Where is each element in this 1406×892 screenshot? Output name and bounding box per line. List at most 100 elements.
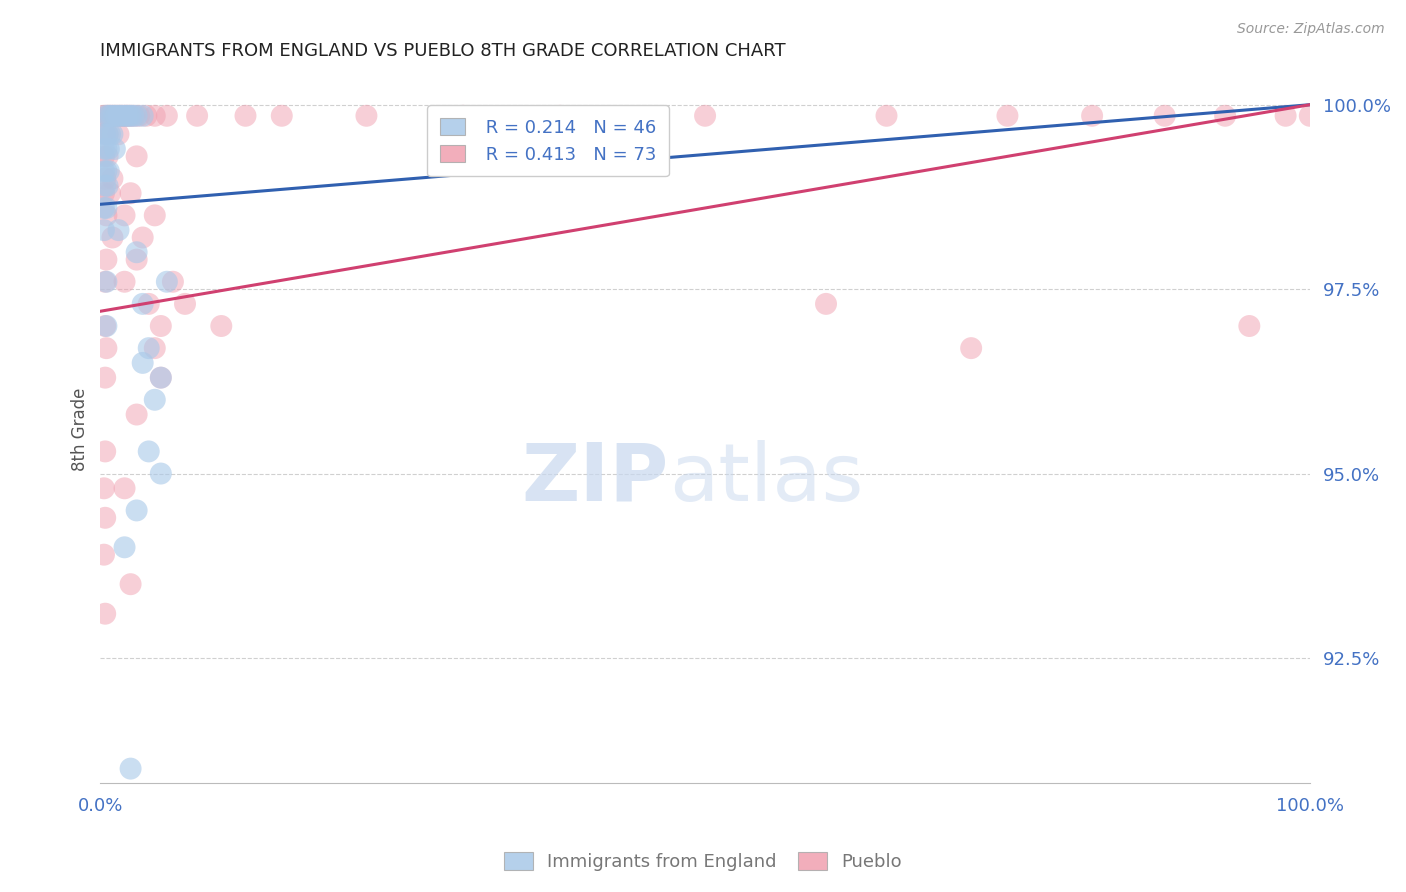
Point	[101, 127, 124, 141]
Point	[120, 109, 142, 123]
Point	[98, 127, 121, 141]
Point	[94, 510, 117, 524]
Point	[97, 178, 120, 193]
Point	[122, 109, 145, 123]
Point	[110, 109, 132, 123]
Point	[114, 109, 136, 123]
Point	[131, 230, 153, 244]
Point	[103, 109, 125, 123]
Point	[94, 127, 117, 141]
Point	[94, 607, 117, 621]
Point	[209, 318, 232, 333]
Legend: Immigrants from England, Pueblo: Immigrants from England, Pueblo	[496, 846, 910, 879]
Point	[1213, 109, 1236, 123]
Point	[93, 149, 115, 163]
Point	[114, 481, 136, 495]
Point	[105, 109, 128, 123]
Point	[114, 275, 136, 289]
Point	[114, 541, 136, 555]
Point	[103, 109, 125, 123]
Point	[128, 109, 150, 123]
Point	[149, 318, 172, 333]
Point	[122, 109, 145, 123]
Point	[120, 186, 142, 201]
Text: ZIP: ZIP	[522, 440, 669, 518]
Point	[93, 164, 115, 178]
Point	[107, 223, 129, 237]
Legend:  R = 0.214   N = 46,  R = 0.413   N = 73: R = 0.214 N = 46, R = 0.413 N = 73	[427, 105, 668, 177]
Point	[100, 109, 122, 123]
Point	[997, 109, 1019, 123]
Text: Source: ZipAtlas.com: Source: ZipAtlas.com	[1237, 22, 1385, 37]
Point	[94, 178, 117, 193]
Point	[114, 208, 136, 222]
Point	[93, 186, 115, 201]
Point	[125, 245, 148, 260]
Point	[96, 201, 118, 215]
Point	[1274, 109, 1296, 123]
Point	[120, 109, 142, 123]
Point	[110, 109, 132, 123]
Point	[93, 223, 115, 237]
Point	[143, 208, 166, 222]
Point	[186, 109, 208, 123]
Point	[96, 275, 118, 289]
Point	[98, 186, 121, 201]
Point	[117, 109, 139, 123]
Point	[97, 127, 120, 141]
Point	[1153, 109, 1175, 123]
Point	[1239, 318, 1261, 333]
Point	[96, 252, 118, 267]
Point	[235, 109, 257, 123]
Point	[960, 341, 983, 355]
Point	[94, 127, 117, 141]
Point	[94, 318, 117, 333]
Point	[94, 370, 117, 384]
Point	[93, 142, 115, 156]
Point	[125, 109, 148, 123]
Point	[101, 230, 124, 244]
Point	[97, 127, 120, 141]
Point	[138, 341, 160, 355]
Point	[356, 109, 378, 123]
Point	[107, 109, 129, 123]
Point	[1299, 109, 1322, 123]
Point	[100, 109, 122, 123]
Point	[125, 149, 148, 163]
Y-axis label: 8th Grade: 8th Grade	[72, 388, 89, 471]
Point	[97, 109, 120, 123]
Point	[93, 548, 115, 562]
Point	[94, 275, 117, 289]
Text: IMMIGRANTS FROM ENGLAND VS PUEBLO 8TH GRADE CORRELATION CHART: IMMIGRANTS FROM ENGLAND VS PUEBLO 8TH GR…	[100, 42, 786, 60]
Point	[96, 341, 118, 355]
Text: atlas: atlas	[669, 440, 863, 518]
Point	[93, 481, 115, 495]
Point	[93, 109, 115, 123]
Point	[97, 109, 120, 123]
Point	[112, 109, 135, 123]
Point	[96, 208, 118, 222]
Point	[693, 109, 716, 123]
Point	[117, 109, 139, 123]
Point	[131, 109, 153, 123]
Point	[143, 392, 166, 407]
Point	[149, 467, 172, 481]
Point	[97, 149, 120, 163]
Point	[96, 109, 118, 123]
Point	[174, 297, 197, 311]
Point	[135, 109, 157, 123]
Point	[162, 275, 184, 289]
Point	[138, 297, 160, 311]
Point	[114, 109, 136, 123]
Point	[94, 444, 117, 458]
Point	[814, 297, 837, 311]
Point	[131, 356, 153, 370]
Point	[125, 503, 148, 517]
Point	[97, 164, 120, 178]
Point	[156, 275, 179, 289]
Point	[270, 109, 292, 123]
Point	[94, 171, 117, 186]
Point	[451, 109, 474, 123]
Point	[96, 318, 118, 333]
Point	[143, 109, 166, 123]
